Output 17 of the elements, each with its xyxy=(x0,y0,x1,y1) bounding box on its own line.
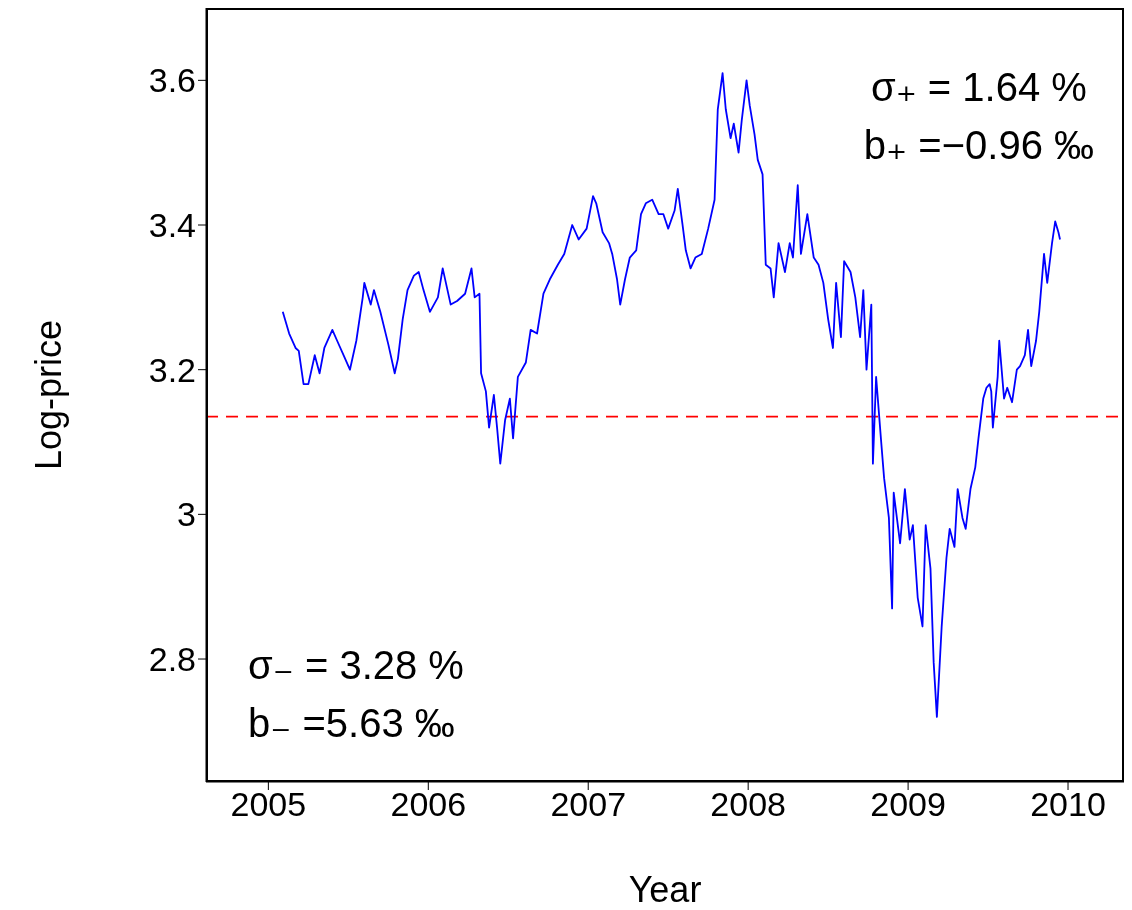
y-tick-label: 3.2 xyxy=(148,350,196,389)
x-tick-label: 2009 xyxy=(870,785,946,824)
x-tick-label: 2010 xyxy=(1030,785,1106,824)
x-axis-title: Year xyxy=(628,869,702,910)
x-tick-label: 2006 xyxy=(390,785,467,824)
x-tick-label: 2005 xyxy=(230,785,307,824)
y-tick-label: 3.4 xyxy=(148,206,196,245)
x-tick-label: 2008 xyxy=(710,785,786,824)
y-tick-label: 3.6 xyxy=(148,61,196,100)
annotation: σ₊ = 1.64 % xyxy=(869,64,1088,111)
annotation: b₋ =5.63 ‰ xyxy=(248,700,456,747)
annotation: b₊ =−0.96 ‰ xyxy=(863,122,1094,169)
y-tick-label: 3 xyxy=(177,495,196,534)
annotation: σ₋ = 3.28 % xyxy=(248,642,464,689)
y-tick-label: 2.8 xyxy=(148,640,196,679)
y-axis-title: Log-price xyxy=(27,319,69,471)
x-tick-label: 2007 xyxy=(550,785,627,824)
